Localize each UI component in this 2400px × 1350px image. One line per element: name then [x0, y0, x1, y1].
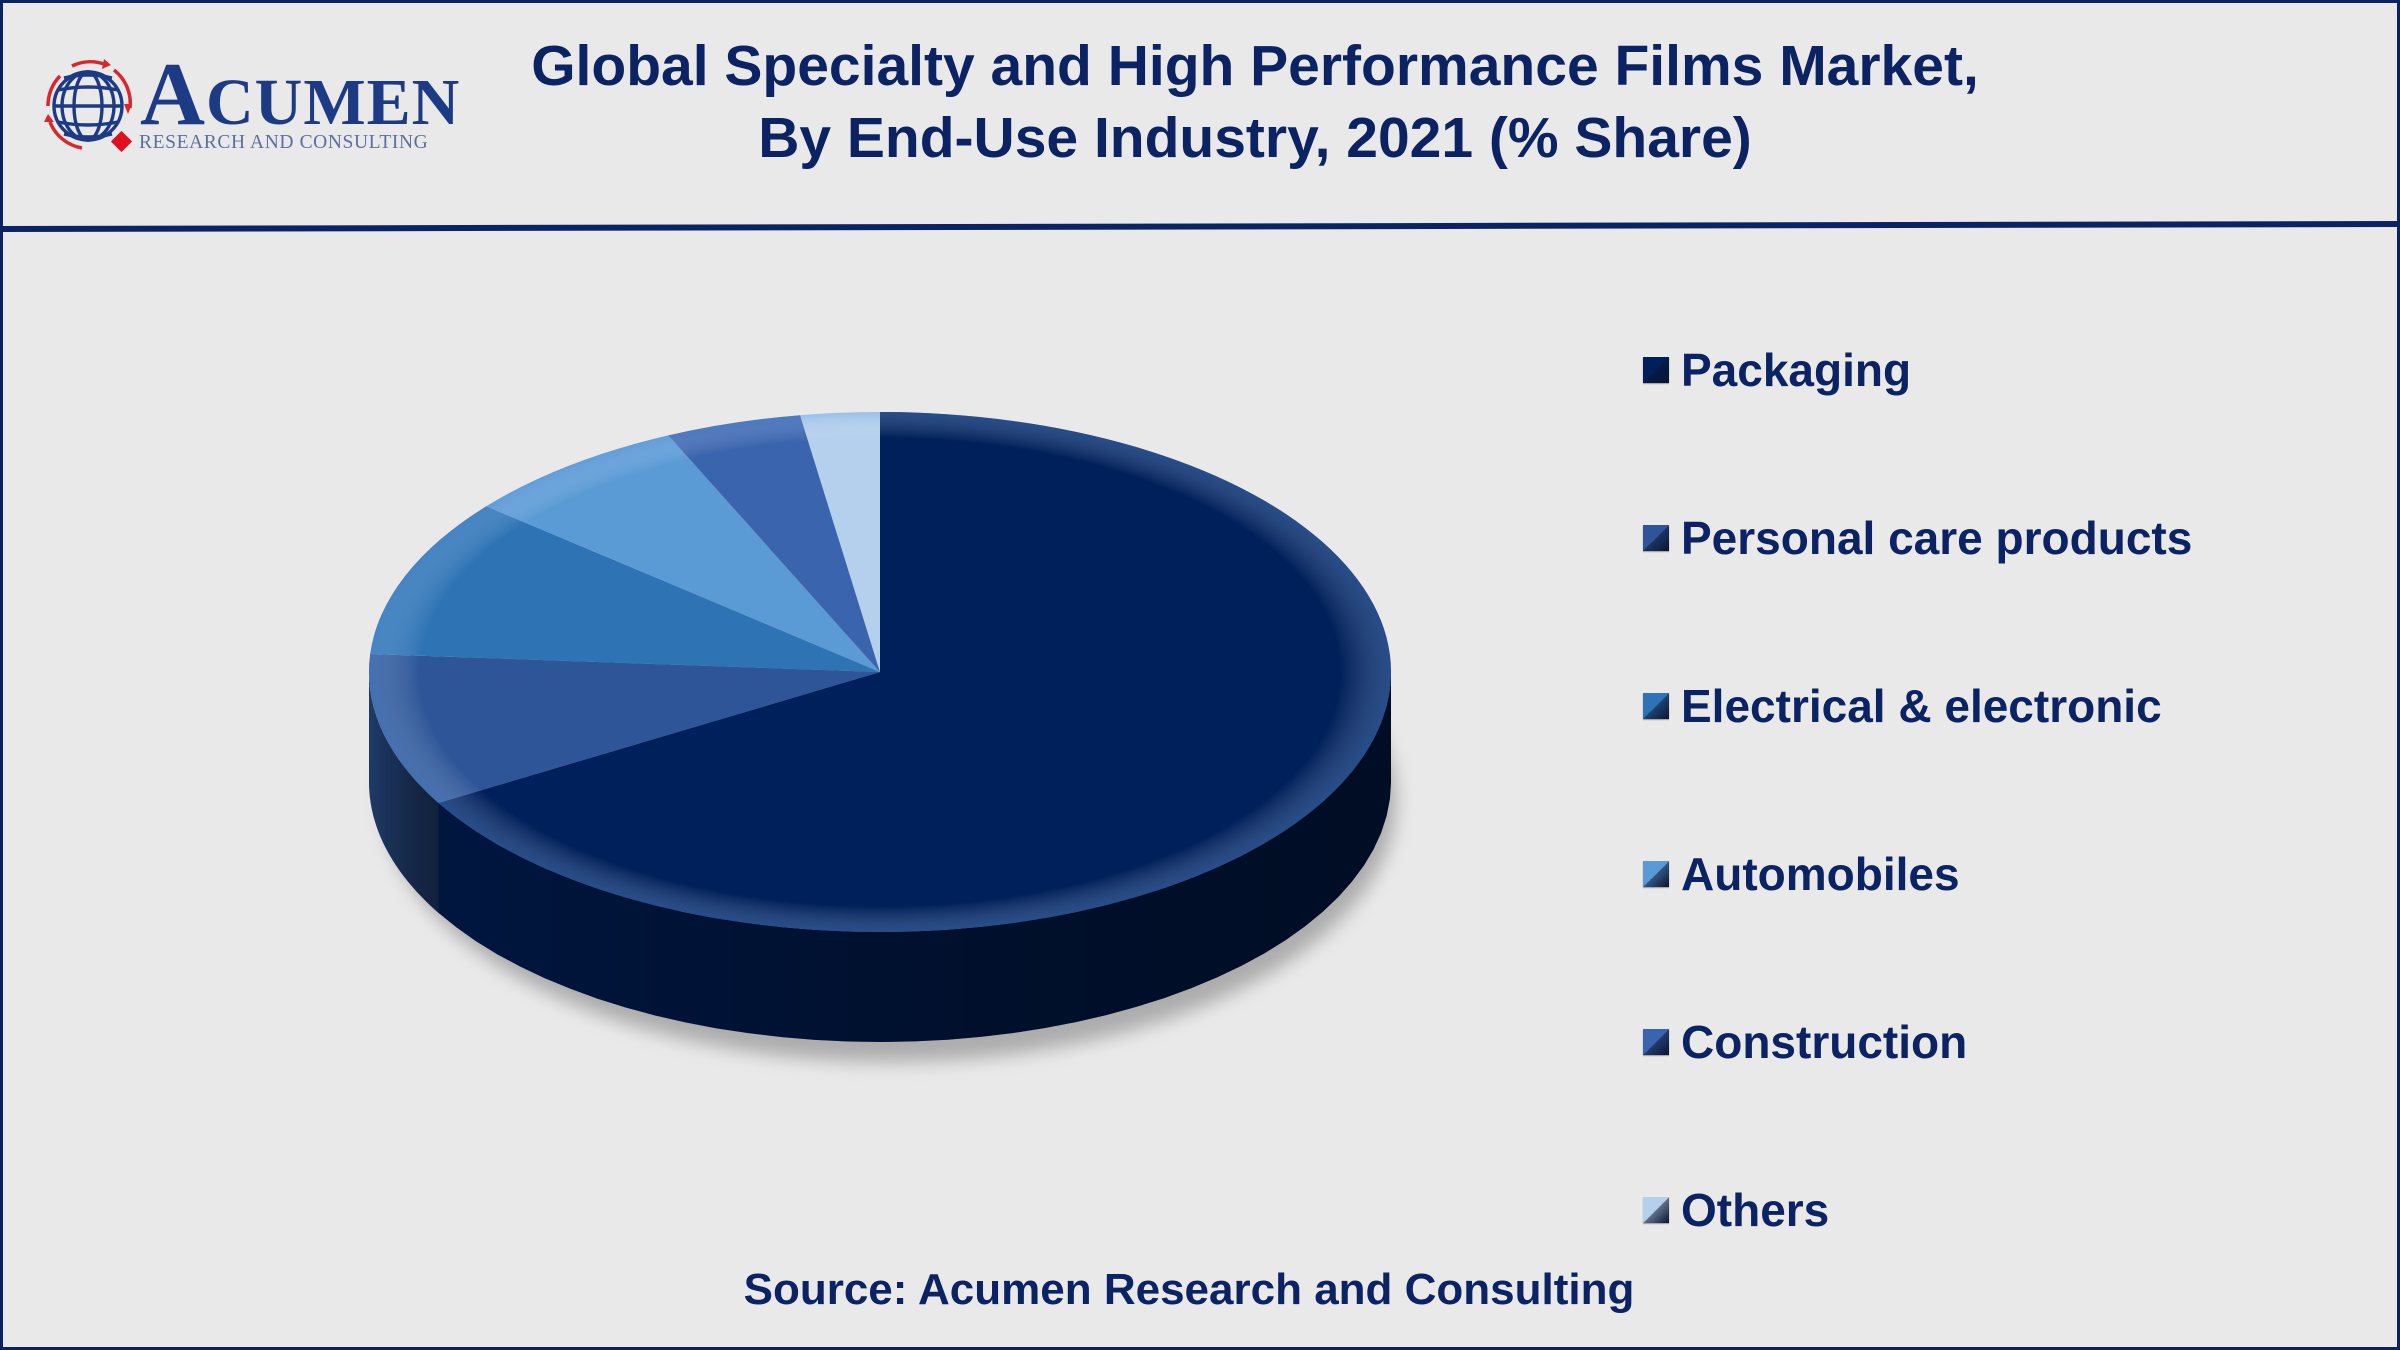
legend-item-others[interactable]: Others	[1643, 1180, 1829, 1240]
legend-label: Electrical & electronic	[1681, 680, 2162, 732]
logo-name-rest: CUMEN	[206, 66, 461, 139]
legend-item-automobiles[interactable]: Automobiles	[1643, 844, 1960, 904]
pie-top-face	[368, 412, 1392, 932]
legend-label: Others	[1681, 1184, 1830, 1236]
legend-label: Automobiles	[1681, 848, 1960, 900]
source-note: Source: Acumen Research and Consulting	[0, 1265, 2390, 1315]
legend-label: Personal care products	[1681, 512, 2193, 564]
legend-square-marker-icon	[1643, 357, 1669, 383]
legend-square-marker-icon	[1643, 693, 1669, 719]
legend-label: Construction	[1681, 1016, 1968, 1068]
chart-title-line-1: Global Specialty and High Performance Fi…	[531, 34, 1979, 98]
logo-initial: A	[140, 45, 206, 144]
legend-item-electrical[interactable]: Electrical & electronic	[1643, 676, 2162, 736]
legend-square-marker-icon	[1643, 861, 1669, 887]
legend-item-personal-care[interactable]: Personal care products	[1643, 508, 2192, 568]
chart-title: Global Specialty and High Performance Fi…	[420, 30, 2090, 174]
pie-chart-svg	[368, 412, 1396, 1062]
legend-label: Packaging	[1681, 344, 1912, 396]
logo-wordmark: ACUMEN	[140, 50, 461, 144]
pie-chart	[368, 412, 1396, 1062]
logo-tagline: RESEARCH AND CONSULTING	[139, 132, 429, 153]
legend-square-marker-icon	[1643, 1029, 1669, 1055]
source-text: Source: Acumen Research and Consulting	[743, 1265, 1635, 1314]
chart-title-line-2: By End-Use Industry, 2021 (% Share)	[758, 106, 1752, 170]
legend-square-marker-icon	[1643, 1197, 1669, 1223]
globe-icon	[44, 59, 133, 153]
acumen-logo: ACUMEN RESEARCH AND CONSULTING	[42, 50, 459, 162]
legend-square-marker-icon	[1643, 525, 1669, 551]
legend-item-packaging[interactable]: Packaging	[1643, 340, 1911, 400]
legend-item-construction[interactable]: Construction	[1643, 1012, 1967, 1072]
